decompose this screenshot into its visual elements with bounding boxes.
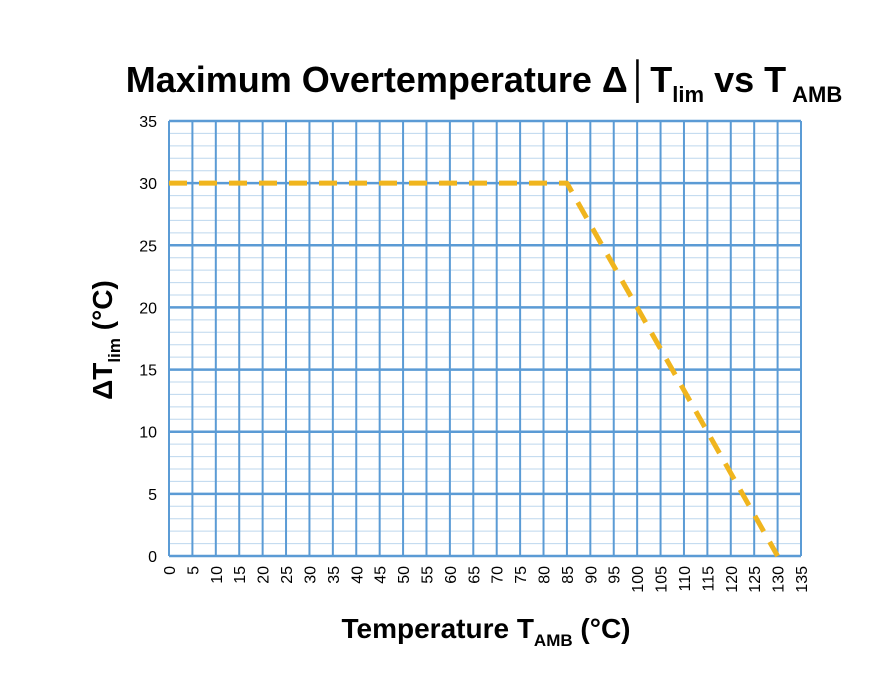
y-tick-label: 15 xyxy=(139,363,157,380)
chart-title-mid: vs T xyxy=(704,59,786,100)
x-axis-title: Temperature TAMB (°C) xyxy=(342,613,631,650)
x-tick-label: 115 xyxy=(700,566,717,592)
x-axis-title-main: Temperature T xyxy=(342,613,534,644)
y-tick-label: 20 xyxy=(139,300,157,317)
x-tick-label: 85 xyxy=(560,566,577,584)
x-tick-label: 130 xyxy=(771,566,788,593)
y-tick-label: 5 xyxy=(148,487,157,504)
chart-title-main: Maximum Overtemperature Δ│T xyxy=(126,59,673,103)
series-line-0 xyxy=(169,180,780,558)
chart-title-sub1: lim xyxy=(672,82,704,107)
y-axis-ticks: 0 5 10 15 20 25 30 35 xyxy=(139,114,157,566)
x-tick-label: 110 xyxy=(677,566,694,592)
x-axis-ticks: 0 5 10 15 20 25 30 35 40 45 50 55 60 65 70 75 80 85 90 95 10… xyxy=(162,566,811,593)
y-tick-label: 30 xyxy=(139,176,157,193)
x-axis-title-suffix: (°C) xyxy=(573,613,631,644)
x-tick-label: 55 xyxy=(419,566,436,584)
x-tick-label: 135 xyxy=(794,566,811,593)
x-tick-label: 10 xyxy=(209,566,226,584)
major-gridlines xyxy=(168,119,802,558)
x-tick-label: 20 xyxy=(256,566,273,584)
x-tick-label: 100 xyxy=(630,566,647,593)
x-tick-label: 65 xyxy=(466,566,483,584)
x-tick-label: 90 xyxy=(583,566,600,584)
x-tick-label: 70 xyxy=(490,566,507,584)
x-tick-label: 125 xyxy=(747,566,764,593)
y-axis-title-main: ΔT xyxy=(87,363,118,400)
x-tick-label: 15 xyxy=(232,566,249,584)
x-tick-label: 40 xyxy=(349,566,366,584)
x-tick-label: 25 xyxy=(279,566,296,584)
x-tick-label: 35 xyxy=(326,566,343,584)
x-axis-title-sub: AMB xyxy=(534,631,573,650)
y-tick-label: 35 xyxy=(139,114,157,131)
y-tick-label: 0 xyxy=(148,549,157,566)
x-tick-label: 95 xyxy=(607,566,624,584)
y-tick-label: 10 xyxy=(139,425,157,442)
minor-gridlines xyxy=(169,132,801,545)
x-tick-label: 120 xyxy=(724,566,741,593)
x-tick-label: 60 xyxy=(443,566,460,584)
x-tick-label: 50 xyxy=(396,566,413,584)
x-tick-label: 0 xyxy=(162,566,179,575)
x-tick-label: 75 xyxy=(513,566,530,584)
x-tick-label: 45 xyxy=(373,566,390,584)
y-axis-title-suffix: (°C) xyxy=(87,280,118,338)
chart-title: Maximum Overtemperature Δ│Tlim vs T AMB xyxy=(126,59,843,107)
x-tick-label: 105 xyxy=(654,566,671,593)
y-axis-title-sub: lim xyxy=(105,338,124,363)
series-layer xyxy=(169,180,780,558)
x-tick-label: 80 xyxy=(537,566,554,584)
x-tick-label: 30 xyxy=(302,566,319,584)
chart-title-sub2: AMB xyxy=(792,82,842,107)
y-axis-title: ΔTlim (°C) xyxy=(87,280,124,400)
y-tick-label: 25 xyxy=(139,238,157,255)
x-tick-label: 5 xyxy=(185,566,202,575)
